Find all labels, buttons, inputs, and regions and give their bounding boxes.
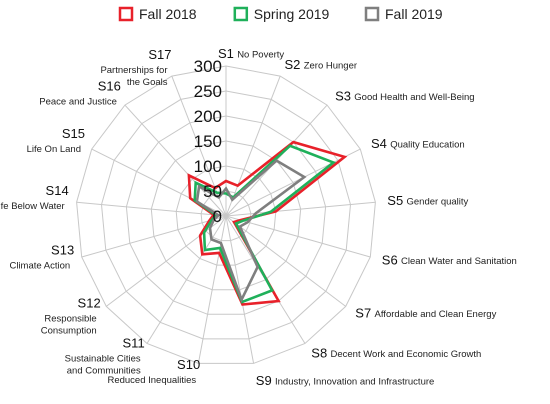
legend-swatch bbox=[118, 6, 134, 22]
spoke-s5 bbox=[225, 201, 376, 217]
legend-label: Fall 2019 bbox=[385, 6, 443, 22]
axis-label-s9: S9 Industry, Innovation and Infrastructur… bbox=[256, 373, 435, 388]
axis-label-s7: S7 Affordable and Clean Energy bbox=[355, 306, 496, 321]
axis-name: Industry, Innovation and Infrastructure bbox=[275, 377, 434, 388]
series-group bbox=[187, 140, 348, 306]
axis-name: Life On Land bbox=[27, 144, 81, 155]
axis-label-s16: S16 Peace and Justice bbox=[39, 78, 121, 107]
legend-item-fall-2018: Fall 2018 bbox=[118, 6, 197, 22]
axis-code: S16 bbox=[98, 78, 121, 93]
axis-code: S11 bbox=[123, 336, 145, 351]
axis-name: Responsible bbox=[44, 314, 96, 325]
axis-label-s15: S15 Life On Land bbox=[27, 126, 85, 155]
axis-code: S8 bbox=[311, 346, 327, 361]
axis-name: Good Health and Well-Being bbox=[354, 92, 474, 103]
axis-name: Sustainable Cities bbox=[65, 354, 141, 365]
series-fall-2019 bbox=[195, 159, 307, 303]
axis-name: Quality Education bbox=[390, 139, 464, 150]
grid-ring-300 bbox=[76, 65, 376, 364]
legend-item-spring-2019: Spring 2019 bbox=[233, 6, 330, 22]
axis-name: Clean Water and Sanitation bbox=[401, 256, 517, 267]
grid-ring-150 bbox=[150, 140, 302, 291]
axis-code: S14 bbox=[46, 183, 69, 198]
legend: Fall 2018 Spring 2019 Fall 2019 bbox=[118, 6, 443, 22]
spoke-s10 bbox=[197, 215, 227, 364]
axis-name: Gender quality bbox=[407, 197, 469, 208]
spoke-s13 bbox=[81, 215, 227, 258]
axis-name: Climate Action bbox=[9, 260, 70, 271]
axis-label-s10: S10 Reduced Inequalities bbox=[107, 357, 200, 386]
axis-name: Peace and Justice bbox=[39, 96, 117, 107]
spoke-s6 bbox=[225, 215, 371, 258]
axis-label-s1: S1 No Poverty bbox=[218, 46, 284, 61]
spoke-s9 bbox=[225, 215, 255, 364]
axis-code: S6 bbox=[382, 252, 398, 267]
tick-label-250: 250 bbox=[194, 82, 222, 101]
axis-code: S7 bbox=[355, 306, 371, 321]
tick-label-0: 0 bbox=[213, 207, 222, 226]
tick-label-50: 50 bbox=[203, 182, 222, 201]
axis-code: S1 bbox=[218, 46, 234, 61]
axis-name: No Poverty bbox=[237, 50, 284, 61]
radar-grid bbox=[76, 65, 376, 364]
spoke-s4 bbox=[225, 148, 361, 217]
tick-label-150: 150 bbox=[194, 132, 222, 151]
tick-label-300: 300 bbox=[194, 57, 222, 76]
tick-label-200: 200 bbox=[194, 107, 222, 126]
axis-label-s5: S5 Gender quality bbox=[387, 193, 468, 208]
axis-label-s6: S6 Clean Water and Sanitation bbox=[382, 252, 517, 267]
axis-name: the Goals bbox=[127, 77, 168, 88]
axis-code: S2 bbox=[285, 57, 301, 72]
axis-code: S5 bbox=[387, 193, 403, 208]
axis-code: S13 bbox=[51, 242, 74, 257]
axis-name: and Communities bbox=[67, 366, 141, 377]
grid-ring-200 bbox=[125, 115, 327, 315]
axis-label-s4: S4 Quality Education bbox=[371, 136, 465, 151]
spoke-s2 bbox=[225, 75, 281, 217]
axis-label-s13: S13 Climate Action bbox=[9, 242, 74, 271]
axis-code: S9 bbox=[256, 373, 272, 388]
axis-name: Life Below Water bbox=[0, 201, 65, 212]
legend-label: Fall 2018 bbox=[139, 6, 197, 22]
legend-label: Spring 2019 bbox=[254, 6, 330, 22]
grid-ring-50 bbox=[200, 190, 252, 242]
axis-code: S17 bbox=[148, 47, 171, 62]
legend-swatch bbox=[233, 6, 249, 22]
axis-code: S3 bbox=[335, 88, 351, 103]
axis-code: S10 bbox=[177, 357, 200, 372]
axis-label-s14: S14 Life Below Water bbox=[0, 183, 69, 212]
axis-code: S15 bbox=[62, 126, 85, 141]
series-spring-2019 bbox=[193, 144, 336, 304]
spoke-s16 bbox=[124, 104, 227, 217]
axis-label-s3: S3 Good Health and Well-Being bbox=[335, 88, 474, 103]
axis-label-s2: S2 Zero Hunger bbox=[285, 57, 358, 72]
tick-label-100: 100 bbox=[194, 157, 222, 176]
axis-name: Decent Work and Economic Growth bbox=[331, 349, 482, 360]
axis-label-s8: S8 Decent Work and Economic Growth bbox=[311, 346, 481, 361]
axis-code: S4 bbox=[371, 136, 387, 151]
spoke-s14 bbox=[76, 201, 227, 217]
axis-name: Zero Hunger bbox=[304, 60, 357, 71]
legend-item-fall-2019: Fall 2019 bbox=[364, 6, 443, 22]
legend-swatch bbox=[364, 6, 380, 22]
tick-labels: 0 50 100 150 200 250 300 bbox=[194, 57, 222, 226]
series-fall-2018 bbox=[187, 140, 348, 306]
axis-name: Affordable and Clean Energy bbox=[375, 309, 497, 320]
axis-code: S12 bbox=[78, 296, 101, 311]
axis-name: Reduced Inequalities bbox=[107, 375, 196, 386]
axis-name: Consumption bbox=[41, 326, 97, 337]
spoke-s7 bbox=[225, 215, 347, 307]
spoke-s11 bbox=[146, 215, 227, 344]
axis-name: Partnerships for bbox=[100, 65, 167, 76]
